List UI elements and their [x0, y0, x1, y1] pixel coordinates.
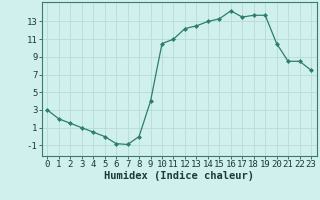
X-axis label: Humidex (Indice chaleur): Humidex (Indice chaleur)	[104, 171, 254, 181]
